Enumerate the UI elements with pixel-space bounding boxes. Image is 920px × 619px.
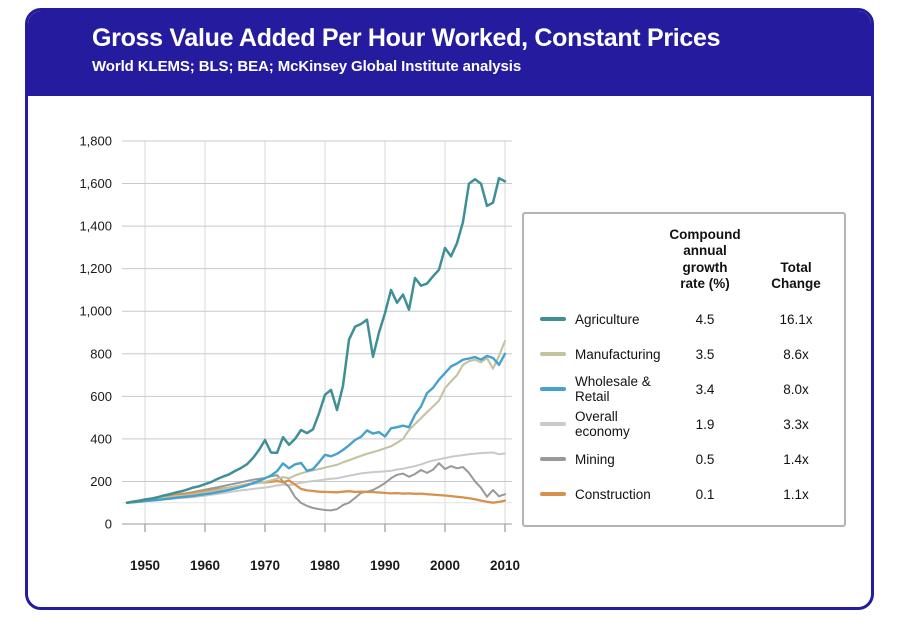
series-swatch <box>540 352 566 357</box>
series-total-change: 3.3x <box>783 416 809 432</box>
y-tick-label: 1,800 <box>79 134 112 149</box>
chart-title: Gross Value Added Per Hour Worked, Const… <box>92 24 721 52</box>
legend-header-row: Compound annual growth rate (%) Total Ch… <box>540 227 834 293</box>
series-swatch <box>540 457 566 462</box>
series-total-change: 1.1x <box>783 486 809 502</box>
y-tick-label: 600 <box>90 389 112 404</box>
legend-rows: Agriculture 4.5 16.1x Manufacturing 3.5 8.6x W… <box>540 302 834 512</box>
x-tick-label: 2010 <box>490 558 520 573</box>
series-line-construction <box>125 479 507 504</box>
series-cagr-value: 4.5 <box>695 311 715 327</box>
chart-header: Gross Value Added Per Hour Worked, Const… <box>28 11 871 96</box>
legend-header-total: Total Change <box>771 259 821 292</box>
legend-header-cagr: Compound annual growth rate (%) <box>669 227 741 292</box>
y-tick-label: 1,000 <box>79 304 112 319</box>
legend-panel: Compound annual growth rate (%) Total Ch… <box>522 212 846 527</box>
series-cagr-value: 3.5 <box>695 346 715 362</box>
x-tick-label: 1950 <box>130 558 160 573</box>
x-tick-label: 1990 <box>370 558 400 573</box>
series-total-change: 8.6x <box>783 346 809 362</box>
y-tick-label: 1,600 <box>79 176 112 191</box>
y-tick-label: 800 <box>90 346 112 361</box>
series-name: Manufacturing <box>575 346 661 362</box>
series-line-manufacturing <box>125 339 507 504</box>
chart-source: World KLEMS; BLS; BEA; McKinsey Global I… <box>92 57 522 75</box>
series-swatch <box>540 492 566 497</box>
x-axis-labels: 1950 1960 1970 1980 1990 2000 2010 <box>130 524 520 573</box>
series-name: Overall economy <box>575 409 630 440</box>
series-cagr-value: 0.5 <box>695 451 715 467</box>
series-swatch <box>540 422 566 427</box>
x-tick-label: 1970 <box>250 558 280 573</box>
series-line-agriculture <box>125 176 507 504</box>
y-tick-label: 1,200 <box>79 261 112 276</box>
legend-row: Mining 0.5 1.4x <box>540 442 834 477</box>
series-total-change: 8.0x <box>783 381 809 397</box>
legend-row: Manufacturing 3.5 8.6x <box>540 337 834 372</box>
y-tick-label: 1,400 <box>79 219 112 234</box>
series-name: Agriculture <box>575 311 640 327</box>
y-tick-label: 0 <box>105 517 112 532</box>
y-axis-labels: 0 200 400 600 800 1,000 1,200 1,400 1,600 1,800 <box>79 134 112 532</box>
legend-row: Agriculture 4.5 16.1x <box>540 302 834 337</box>
vertical-gridlines <box>144 141 506 524</box>
series-cagr-value: 1.9 <box>695 416 715 432</box>
series-name: Mining <box>575 451 615 467</box>
x-tick-label: 1980 <box>310 558 340 573</box>
legend-row: Construction 0.1 1.1x <box>540 477 834 512</box>
y-tick-label: 400 <box>90 431 112 446</box>
x-tick-label: 1960 <box>190 558 220 573</box>
series-cagr-value: 0.1 <box>695 486 715 502</box>
series-swatch <box>540 387 566 392</box>
series-line-wholesale-retail <box>125 352 507 504</box>
series-total-change: 1.4x <box>783 451 809 467</box>
series-total-change: 16.1x <box>779 311 813 327</box>
y-tick-label: 200 <box>90 474 112 489</box>
legend-row: Overall economy 1.9 3.3x <box>540 407 834 442</box>
x-tick-label: 2000 <box>430 558 460 573</box>
series-name: Construction <box>575 486 651 502</box>
series-name: Wholesale & Retail <box>575 374 651 405</box>
series-swatch <box>540 317 566 322</box>
legend-row: Wholesale & Retail 3.4 8.0x <box>540 372 834 407</box>
series-cagr-value: 3.4 <box>695 381 715 397</box>
